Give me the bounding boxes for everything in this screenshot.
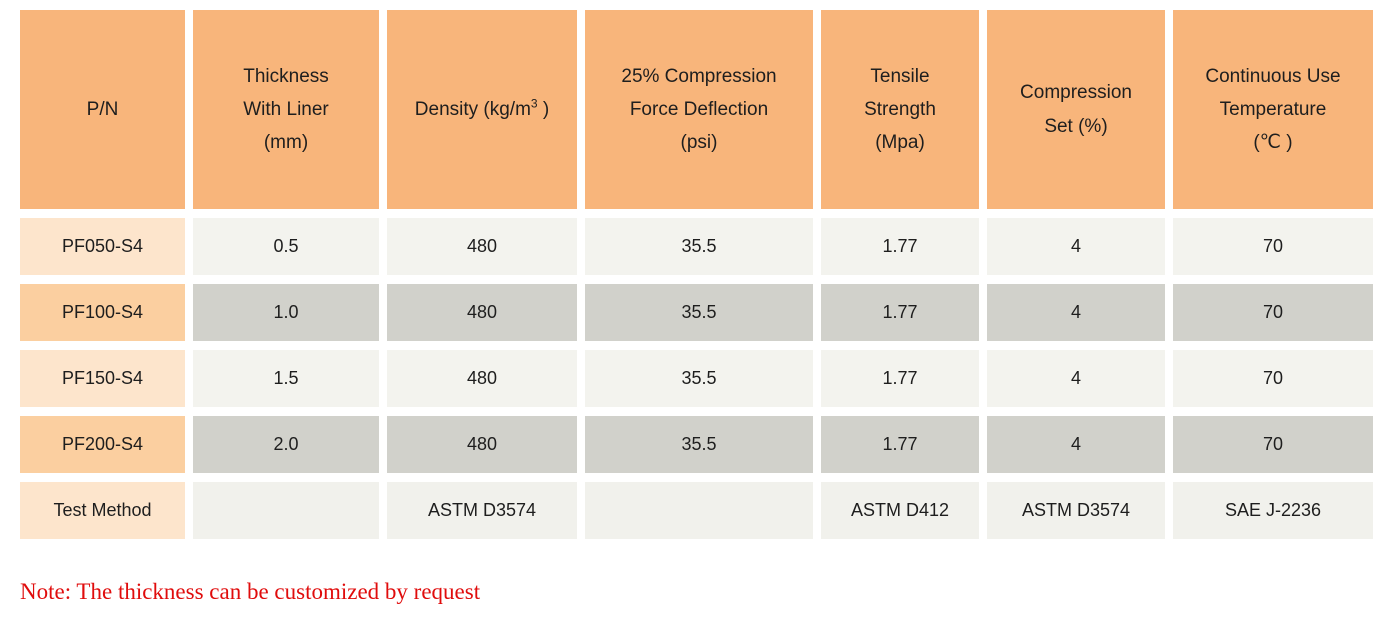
header-compression-force-deflection: 25% Compression Force Deflection (psi) <box>585 10 813 209</box>
compression-force-cell: 35.5 <box>585 350 813 407</box>
thickness-cell: 1.0 <box>193 284 379 341</box>
tensile-cell: 1.77 <box>821 284 979 341</box>
test-method-label: Test Method <box>20 482 185 539</box>
pn-cell: PF050-S4 <box>20 218 185 275</box>
temperature-test-method-cell: SAE J-2236 <box>1173 482 1373 539</box>
table-row-pf050: PF050-S4 0.5 480 35.5 1.77 4 70 <box>20 218 1373 275</box>
table-row-pf200: PF200-S4 2.0 480 35.5 1.77 4 70 <box>20 416 1373 473</box>
thickness-test-method-cell <box>193 482 379 539</box>
compression-set-cell: 4 <box>987 416 1165 473</box>
compression-set-cell: 4 <box>987 350 1165 407</box>
table-row-test-method: Test Method ASTM D3574 ASTM D412 ASTM D3… <box>20 482 1373 539</box>
pn-cell: PF100-S4 <box>20 284 185 341</box>
tensile-cell: 1.77 <box>821 416 979 473</box>
density-cell: 480 <box>387 416 577 473</box>
header-tensile-strength: Tensile Strength (Mpa) <box>821 10 979 209</box>
header-row: P/N Thickness With Liner (mm) Density (k… <box>20 10 1373 209</box>
density-cell: 480 <box>387 284 577 341</box>
spec-table: P/N Thickness With Liner (mm) Density (k… <box>12 1 1381 548</box>
temperature-cell: 70 <box>1173 350 1373 407</box>
header-pn: P/N <box>20 10 185 209</box>
compression-set-cell: 4 <box>987 218 1165 275</box>
tensile-cell: 1.77 <box>821 350 979 407</box>
compression-set-test-method-cell: ASTM D3574 <box>987 482 1165 539</box>
compression-set-cell: 4 <box>987 284 1165 341</box>
tensile-test-method-cell: ASTM D412 <box>821 482 979 539</box>
note-text: Note: The thickness can be customized by… <box>20 579 481 604</box>
thickness-cell: 2.0 <box>193 416 379 473</box>
table-row-pf150: PF150-S4 1.5 480 35.5 1.77 4 70 <box>20 350 1373 407</box>
header-continuous-use-temperature: Continuous Use Temperature (℃ ) <box>1173 10 1373 209</box>
compression-force-test-method-cell <box>585 482 813 539</box>
header-density-post: ) <box>537 98 550 120</box>
header-density-pre: Density (kg/m <box>414 98 531 120</box>
temperature-cell: 70 <box>1173 284 1373 341</box>
header-density: Density (kg/m3 ) <box>387 10 577 209</box>
header-compression-set: Compression Set (%) <box>987 10 1165 209</box>
temperature-cell: 70 <box>1173 218 1373 275</box>
table-row-pf100: PF100-S4 1.0 480 35.5 1.77 4 70 <box>20 284 1373 341</box>
density-cell: 480 <box>387 350 577 407</box>
thickness-cell: 0.5 <box>193 218 379 275</box>
density-test-method-cell: ASTM D3574 <box>387 482 577 539</box>
header-density-superscript: 3 <box>530 96 538 111</box>
pn-cell: PF150-S4 <box>20 350 185 407</box>
compression-force-cell: 35.5 <box>585 284 813 341</box>
compression-force-cell: 35.5 <box>585 416 813 473</box>
compression-force-cell: 35.5 <box>585 218 813 275</box>
thickness-cell: 1.5 <box>193 350 379 407</box>
temperature-cell: 70 <box>1173 416 1373 473</box>
tensile-cell: 1.77 <box>821 218 979 275</box>
density-cell: 480 <box>387 218 577 275</box>
header-thickness: Thickness With Liner (mm) <box>193 10 379 209</box>
pn-cell: PF200-S4 <box>20 416 185 473</box>
